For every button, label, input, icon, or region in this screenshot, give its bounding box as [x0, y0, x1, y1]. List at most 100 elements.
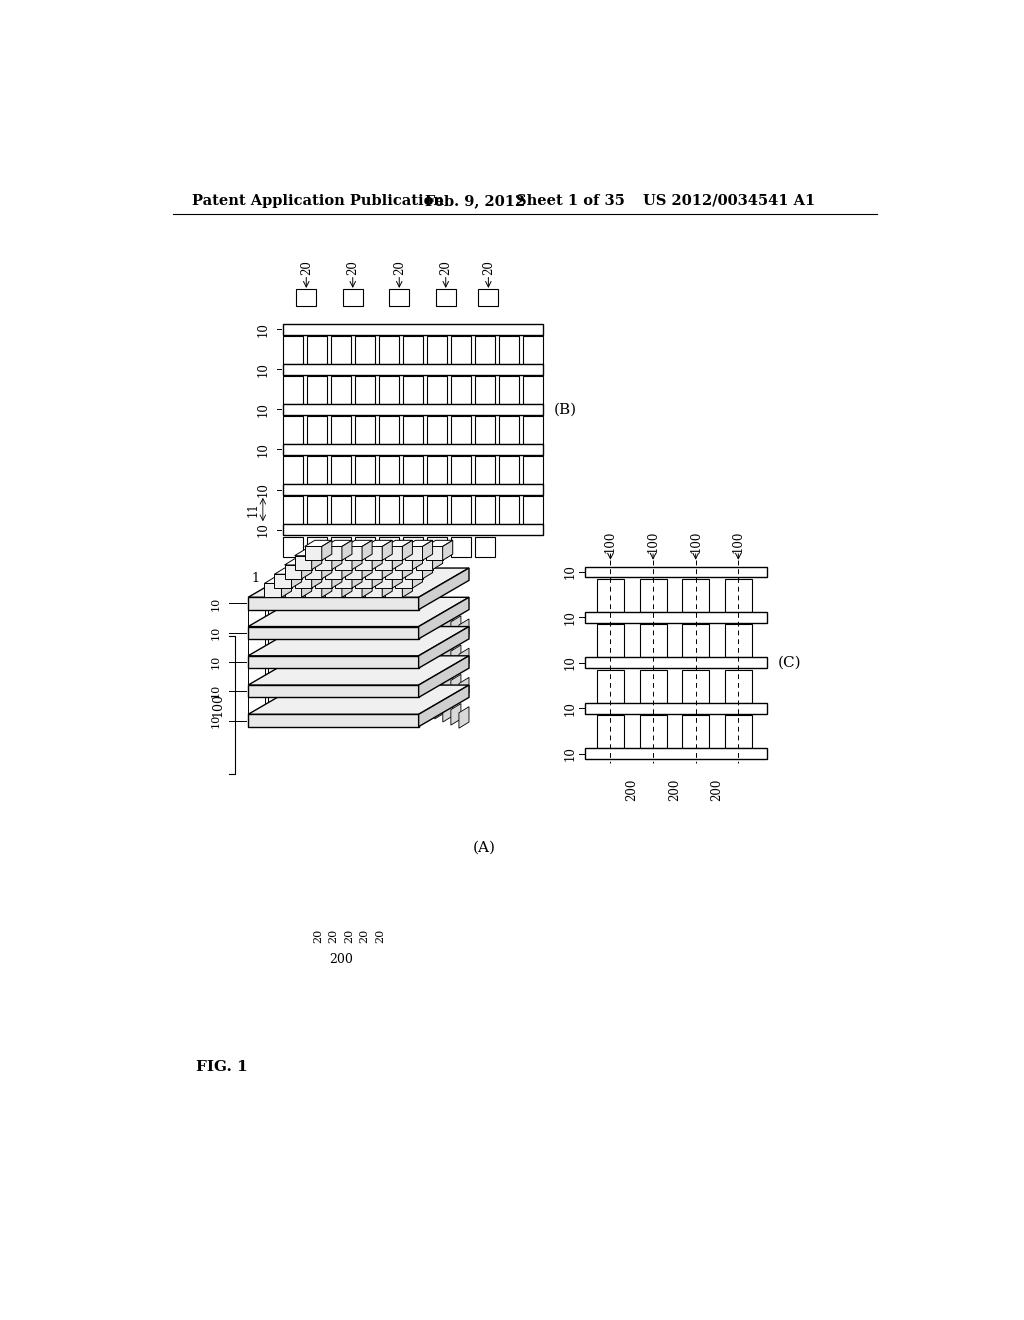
Text: 20: 20 [346, 260, 359, 275]
Bar [475, 457, 496, 484]
Polygon shape [268, 668, 286, 684]
Polygon shape [442, 701, 453, 722]
Bar [283, 337, 303, 364]
Polygon shape [392, 549, 402, 570]
Bar [403, 337, 423, 364]
Polygon shape [451, 704, 461, 725]
Polygon shape [308, 668, 326, 684]
Polygon shape [442, 671, 453, 693]
Bar [331, 376, 351, 404]
Bar [725, 669, 752, 702]
Bar [331, 416, 351, 444]
Polygon shape [375, 574, 392, 589]
Bar [597, 715, 624, 748]
Text: 20: 20 [375, 929, 385, 944]
Text: 1: 1 [252, 572, 260, 585]
Polygon shape [355, 549, 382, 556]
Text: 100: 100 [211, 693, 224, 717]
Polygon shape [459, 619, 469, 640]
Polygon shape [432, 549, 442, 570]
Polygon shape [406, 546, 423, 561]
Polygon shape [355, 556, 372, 570]
Bar [379, 496, 399, 524]
Bar [283, 323, 543, 335]
Polygon shape [345, 577, 372, 583]
Polygon shape [342, 540, 352, 561]
Bar [307, 457, 328, 484]
Bar [283, 416, 303, 444]
Text: US 2012/0034541 A1: US 2012/0034541 A1 [643, 194, 816, 207]
Polygon shape [385, 540, 413, 546]
Bar [500, 337, 519, 364]
Polygon shape [435, 697, 444, 719]
Polygon shape [459, 677, 469, 700]
Polygon shape [375, 549, 402, 556]
Polygon shape [295, 549, 322, 556]
Polygon shape [329, 697, 346, 713]
Polygon shape [335, 574, 352, 589]
Bar [523, 496, 544, 524]
Polygon shape [311, 568, 322, 589]
Text: 20: 20 [300, 260, 312, 275]
Text: 10: 10 [211, 597, 221, 611]
Polygon shape [375, 556, 392, 570]
Polygon shape [369, 639, 386, 655]
Polygon shape [305, 565, 322, 579]
Polygon shape [426, 546, 442, 561]
Text: 10: 10 [563, 565, 577, 579]
Polygon shape [419, 568, 469, 610]
Polygon shape [289, 668, 305, 684]
Polygon shape [345, 546, 362, 561]
Polygon shape [248, 610, 265, 626]
Bar [331, 537, 351, 557]
Polygon shape [335, 556, 352, 570]
Polygon shape [442, 540, 453, 561]
Bar [283, 496, 303, 524]
Bar [403, 457, 423, 484]
Polygon shape [345, 565, 362, 579]
Polygon shape [248, 697, 265, 713]
Polygon shape [325, 583, 342, 598]
Bar [355, 457, 375, 484]
Polygon shape [355, 568, 382, 574]
Polygon shape [419, 598, 469, 639]
Bar [523, 457, 544, 484]
Bar [283, 484, 543, 495]
Bar [500, 376, 519, 404]
Bar [355, 376, 375, 404]
Text: 10: 10 [211, 713, 221, 727]
Polygon shape [395, 556, 413, 570]
Polygon shape [366, 540, 392, 546]
Text: 20: 20 [359, 929, 370, 944]
Polygon shape [305, 583, 322, 598]
Bar [586, 566, 767, 577]
Polygon shape [314, 556, 332, 570]
Polygon shape [427, 665, 437, 686]
Text: 200: 200 [668, 779, 681, 801]
Bar [500, 457, 519, 484]
Polygon shape [282, 577, 292, 598]
Text: 10: 10 [256, 322, 269, 337]
Polygon shape [345, 540, 372, 546]
Polygon shape [395, 574, 413, 589]
Polygon shape [292, 568, 302, 589]
Bar [452, 337, 471, 364]
Bar [725, 624, 752, 657]
Polygon shape [372, 568, 382, 589]
Polygon shape [419, 656, 469, 697]
Bar [379, 537, 399, 557]
Polygon shape [285, 583, 302, 598]
Polygon shape [406, 565, 423, 579]
Polygon shape [325, 577, 352, 583]
Polygon shape [442, 612, 453, 635]
Polygon shape [268, 610, 286, 626]
Polygon shape [369, 697, 386, 713]
Polygon shape [322, 558, 332, 579]
Polygon shape [435, 639, 444, 660]
Bar [475, 496, 496, 524]
Polygon shape [349, 639, 366, 655]
Bar [307, 496, 328, 524]
Polygon shape [264, 577, 292, 583]
Polygon shape [366, 558, 392, 565]
Text: 10: 10 [563, 610, 577, 624]
